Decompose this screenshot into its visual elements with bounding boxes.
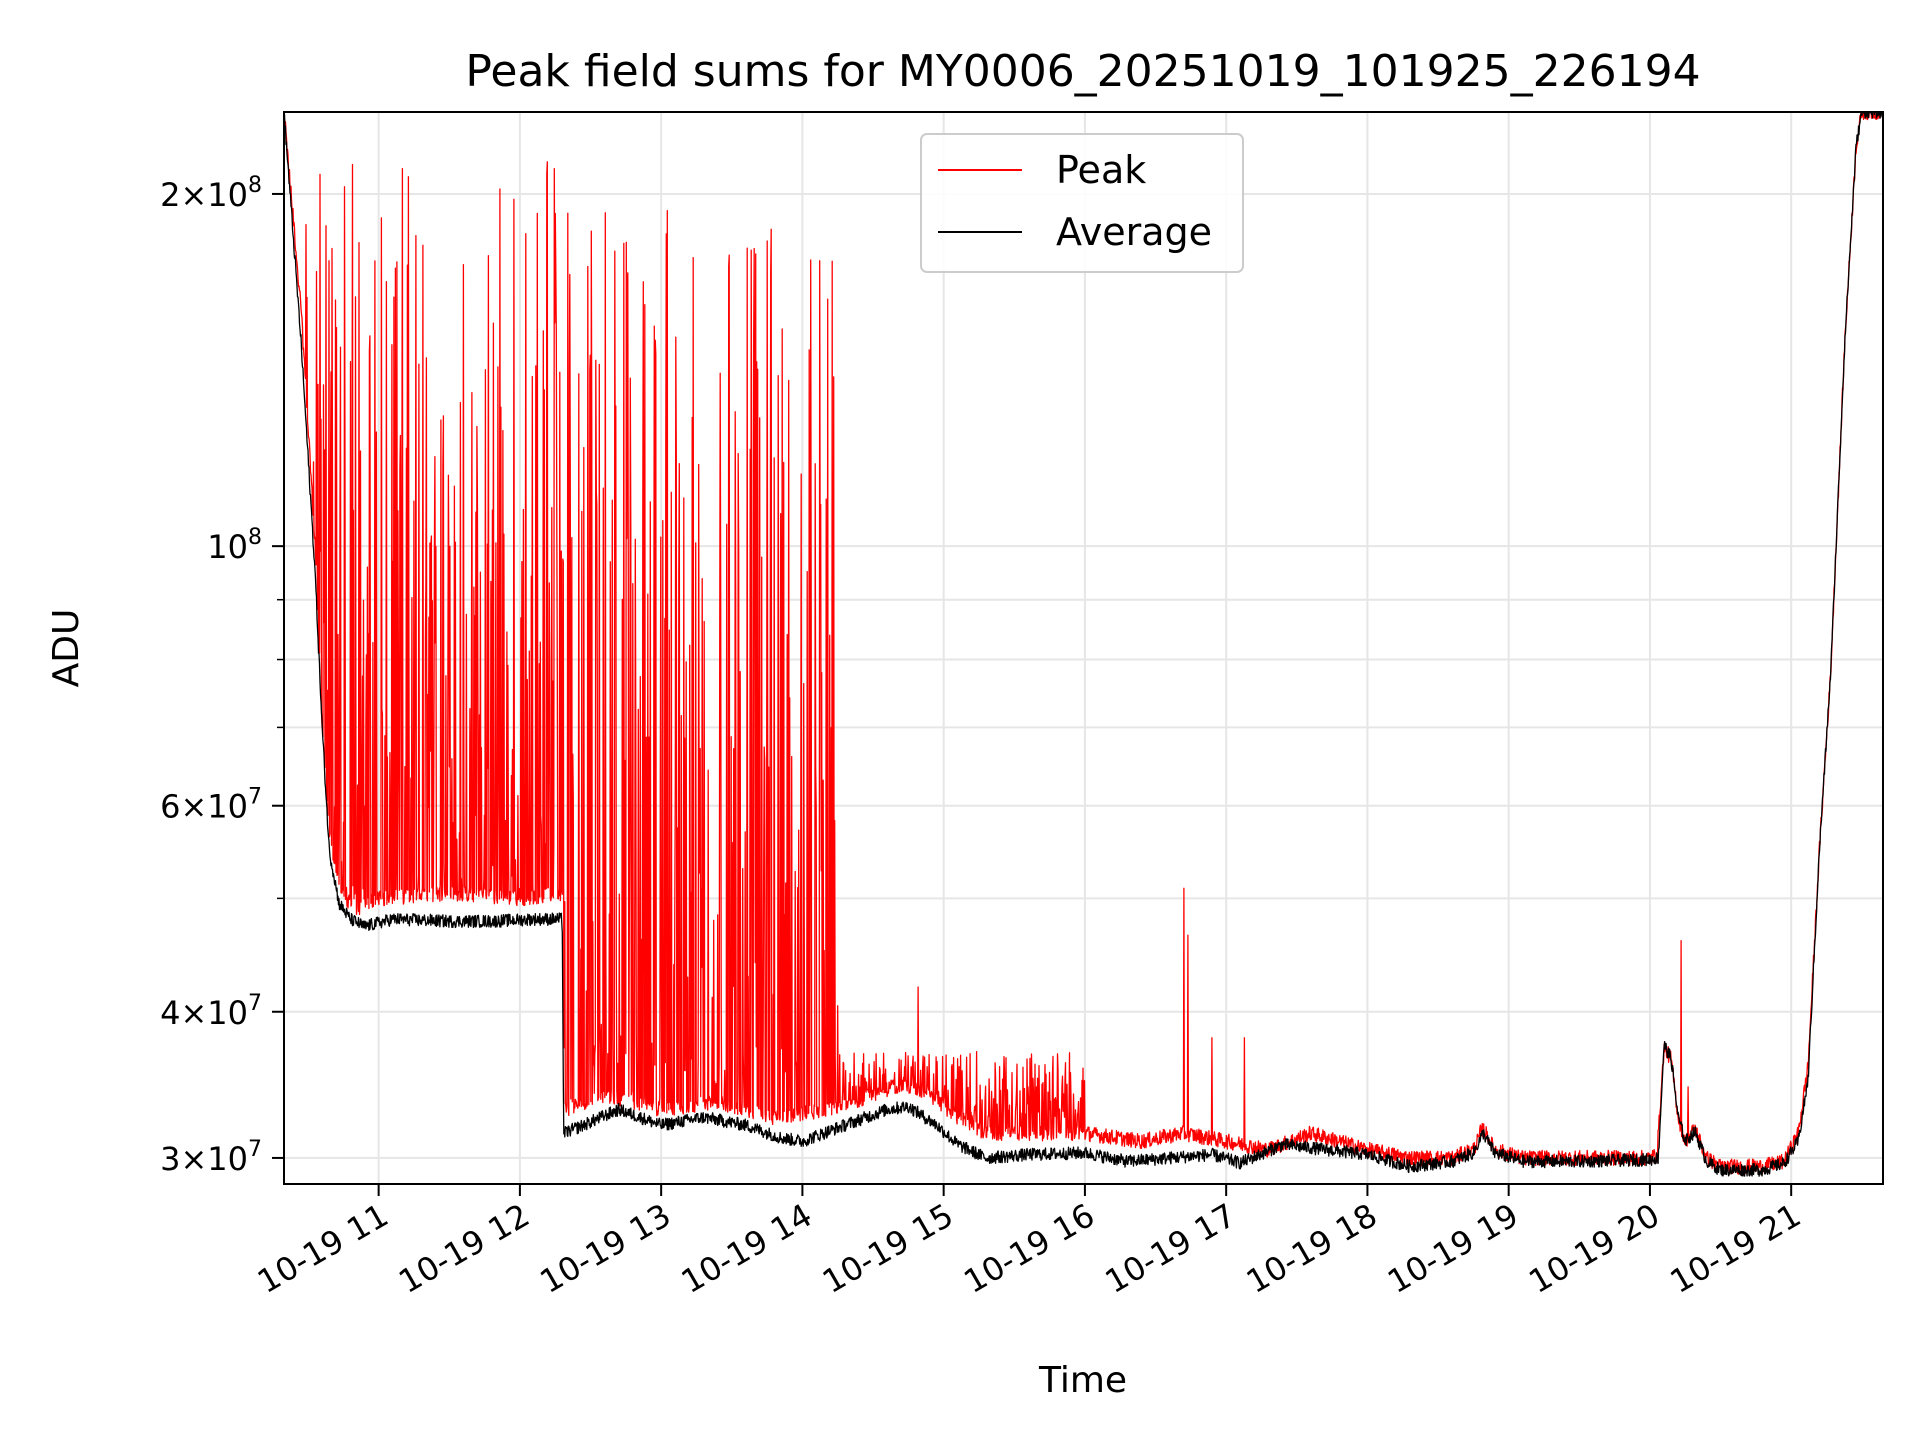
y-tick-label: 2×108 — [160, 173, 262, 214]
y-tick-label: 6×107 — [160, 785, 262, 826]
y-tick-label: 108 — [207, 525, 262, 566]
legend: Peak Average — [920, 133, 1244, 273]
y-axis: 3×107 4×107 6×107 108 2×108 — [160, 173, 284, 1178]
y-tick-label: 3×107 — [160, 1137, 262, 1178]
plot-frame — [283, 111, 1884, 1185]
plot-area — [284, 112, 1883, 1177]
legend-box — [920, 133, 1244, 273]
x-axis-label: Time — [1038, 1360, 1127, 1401]
legend-label-peak: Peak — [1056, 148, 1146, 192]
grid — [284, 112, 1883, 1184]
chart-title: Peak field sums for MY0006_20251019_1019… — [465, 46, 1700, 97]
y-axis-label: ADU — [46, 609, 87, 688]
legend-label-average: Average — [1056, 210, 1212, 254]
y-tick-label: 4×107 — [160, 991, 262, 1032]
series-line-average — [284, 112, 1883, 1177]
series-line-peak — [284, 112, 1883, 1175]
